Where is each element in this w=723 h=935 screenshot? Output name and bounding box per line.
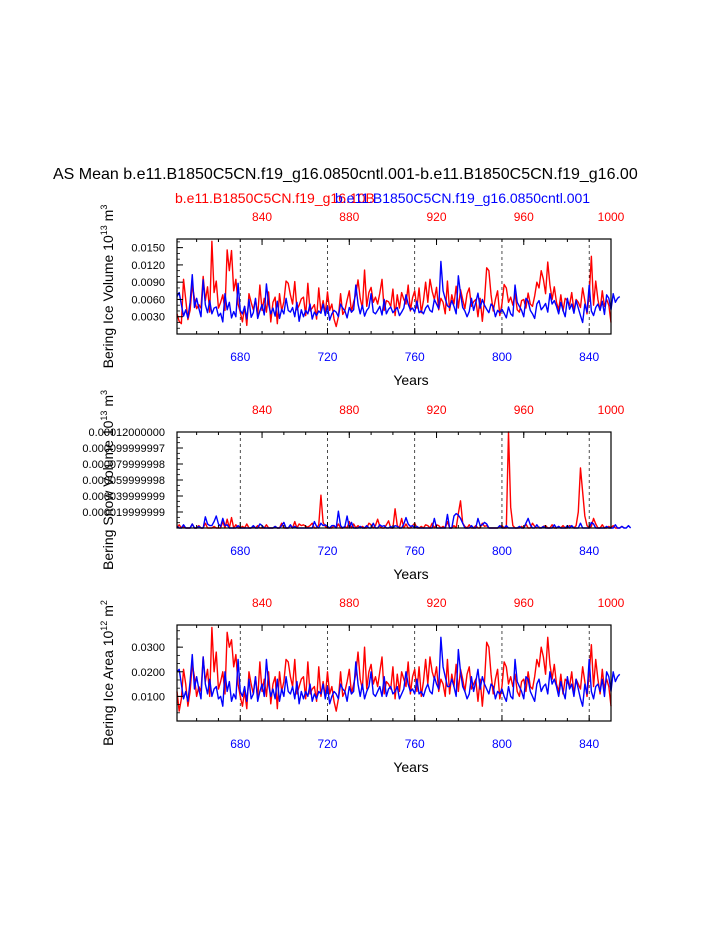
y-axis-label-unit-exponent: 3 [99,205,109,210]
y-axis-label-unit-exponent: 2 [99,600,109,605]
x-tick-label-top: 920 [427,210,447,224]
figure-title: AS Mean b.e11.B1850C5CN.f19_g16.0850cntl… [53,166,638,183]
x-tick-label-top: 920 [427,596,447,610]
plot-frame [176,238,612,335]
y-axis-label-unit: m [100,605,116,621]
x-tick-label-bottom: 680 [230,350,250,364]
x-tick-label-top: 960 [514,210,534,224]
plot-frame [176,624,612,722]
x-tick-label-top: 840 [252,403,272,417]
y-axis-label-exponent: 13 [99,411,109,421]
x-tick-label-top: 880 [339,210,359,224]
y-tick-label: 0.000079999998 [82,459,165,471]
y-tick-label: 0.0300 [131,642,165,654]
x-tick-label-bottom: 680 [230,544,250,558]
y-axis-label-exponent: 12 [99,621,109,631]
y-axis-label-text: Bering Ice Area 10 [100,630,116,745]
y-axis-label: Bering Ice Volume 1013 m3 [99,205,116,369]
panel-2: 680 720 760 800 840 840 880 920 960 1000 0.0000199… [82,390,632,582]
y-tick-label: 0.0200 [131,667,165,679]
legend-blue-label: b.e11.B1850C5CN.f19_g16.0850cntl.001 [335,190,590,206]
y-tick-label: 0.0090 [131,277,165,289]
x-tick-label-bottom: 760 [405,737,425,751]
series-line-red [176,626,612,712]
x-axis-label: Years [393,566,428,582]
y-tick-label: 0.00012000000 [89,427,165,439]
y-axis-label-text: Bering Ice Volume 10 [100,235,116,368]
y-axis-label-unit: m [100,395,116,411]
x-axis-label: Years [393,372,428,388]
x-tick-label-bottom: 800 [492,350,512,364]
series-line-blue [176,636,621,707]
x-tick-label-top: 960 [514,403,534,417]
x-tick-label-bottom: 720 [317,544,337,558]
x-tick-label-top: 840 [252,210,272,224]
x-tick-label-bottom: 800 [492,737,512,751]
y-tick-label: 0.0120 [131,260,165,272]
panel-1: 680 720 760 800 840 840 880 920 960 1000 0.0030 0.0… [99,205,625,388]
y-tick-label: 0.000019999999 [82,507,165,519]
y-axis-label: Bering Ice Area 1012 m2 [99,600,116,746]
x-tick-label-bottom: 840 [579,544,599,558]
x-tick-label-top: 880 [339,403,359,417]
panels: 680 720 760 800 840 840 880 920 960 1000 0.0030 0.0… [82,205,632,775]
x-tick-label-top: 960 [514,596,534,610]
y-tick-label: 0.0150 [131,243,165,255]
y-axis-label-text: Bering Snow Volume 10 [100,420,116,570]
y-tick-label: 0.000059999998 [82,475,165,487]
y-tick-label: 0.0100 [131,691,165,703]
x-tick-label-top: 1000 [598,210,625,224]
series-line-blue [176,260,621,324]
x-axis-label: Years [393,759,428,775]
x-tick-label-top: 920 [427,403,447,417]
x-tick-label-top: 1000 [598,403,625,417]
x-tick-label-bottom: 680 [230,737,250,751]
panel-3: 680 720 760 800 840 840 880 920 960 1000 0.0100 0.0… [99,596,625,775]
y-tick-label: 0.0060 [131,294,165,306]
y-axis-label: Bering Snow Volume 1013 m3 [99,390,116,570]
y-axis-label-unit-exponent: 3 [99,390,109,395]
x-tick-label-bottom: 720 [317,350,337,364]
y-tick-label: 0.000039999999 [82,491,165,503]
x-tick-label-bottom: 840 [579,350,599,364]
y-tick-label: 0.000099999997 [82,443,165,455]
series-line-red [176,240,612,328]
x-tick-label-bottom: 840 [579,737,599,751]
x-tick-label-bottom: 720 [317,737,337,751]
x-tick-label-bottom: 800 [492,544,512,558]
x-tick-label-top: 1000 [598,596,625,610]
y-axis-label-unit: m [100,210,116,226]
x-tick-label-bottom: 760 [405,350,425,364]
x-tick-label-top: 840 [252,596,272,610]
x-tick-label-bottom: 760 [405,544,425,558]
y-axis-label-exponent: 13 [99,225,109,235]
x-tick-label-top: 880 [339,596,359,610]
legend-red-label: b.e11.B1850C5CN.f19_g16.10B [175,190,375,206]
y-tick-label: 0.0030 [131,312,165,324]
series-line-blue [176,510,632,529]
